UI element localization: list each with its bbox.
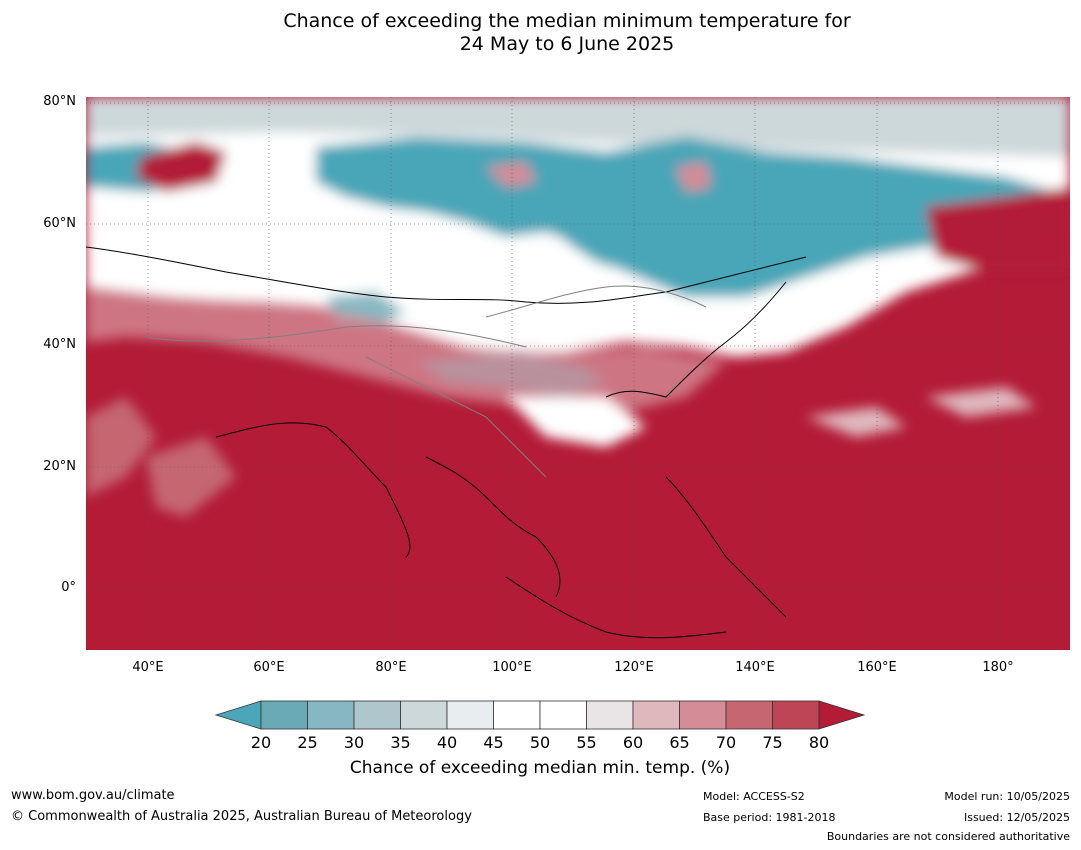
lat-label-80n: 80°N (43, 94, 76, 109)
lon-label-60e: 60°E (253, 660, 285, 675)
footer-copyright: © Commonwealth of Australia 2025, Austra… (11, 809, 472, 824)
colorbar-segment (493, 700, 541, 730)
colorbar-tick-label: 45 (483, 733, 504, 752)
lon-label-40e: 40°E (132, 660, 164, 675)
neutral-south-china (506, 397, 646, 447)
colorbar-segment (586, 700, 634, 730)
footer-disclaimer: Boundaries are not considered authoritat… (826, 830, 1070, 843)
above-median-arabia (146, 437, 236, 517)
lon-label-180: 180° (982, 660, 1014, 675)
title-line-2: 24 May to 6 June 2025 (459, 33, 675, 55)
lon-label-140e: 140°E (735, 660, 775, 675)
map-canvas (86, 97, 1070, 650)
pacific-patch-2 (926, 387, 1036, 417)
colorbar-segment (772, 700, 820, 730)
colorbar-label: Chance of exceeding median min. temp. (%… (349, 758, 731, 778)
above-median-patch-2 (676, 162, 711, 192)
lon-label-80e: 80°E (375, 660, 407, 675)
title-line-1: Chance of exceeding the median minimum t… (283, 10, 851, 32)
footer-model: Model: ACCESS-S2 (703, 790, 805, 803)
lat-label-20n: 20°N (43, 459, 76, 474)
lat-label-40n: 40°N (43, 337, 76, 352)
colorbar-segments (214, 700, 866, 730)
colorbar-tick-label: 65 (669, 733, 690, 752)
light-low-area-north (86, 97, 1070, 157)
footer-issued: Issued: 12/05/2025 (963, 811, 1070, 824)
lat-label-0: 0° (61, 580, 76, 595)
country-borders (145, 285, 707, 478)
below-median-central (556, 207, 736, 287)
colorbar-tick-label: 25 (297, 733, 318, 752)
colorbar-tick-label: 55 (576, 733, 597, 752)
colorbar-tick-label: 40 (436, 733, 458, 752)
colorbar-tick-label: 80 (808, 733, 830, 752)
colorbar-segment (260, 700, 308, 730)
above-median-arabia-edge (86, 397, 156, 497)
colorbar-segment (446, 700, 494, 730)
coastlines (86, 246, 807, 639)
colorbar (214, 700, 866, 730)
colorbar-tick-label: 35 (390, 733, 411, 752)
lon-label-100e: 100°E (492, 660, 532, 675)
colorbar-segment (539, 700, 587, 730)
lon-label-120e: 120°E (614, 660, 654, 675)
colorbar-tick-label: 70 (715, 733, 737, 752)
pacific-patch-1 (806, 407, 906, 437)
colorbar-segment (307, 700, 355, 730)
colorbar-segment (725, 700, 773, 730)
lat-label-60n: 60°N (43, 216, 76, 231)
colorbar-tick-label: 50 (529, 733, 551, 752)
above-median-patch-1 (486, 162, 536, 187)
footer-base-period: Base period: 1981-2018 (703, 811, 836, 824)
map-title: Chance of exceeding the median minimum t… (0, 10, 1081, 56)
colorbar-segment (353, 700, 401, 730)
above-median-northwest (136, 142, 226, 192)
footer-model-run: Model run: 10/05/2025 (944, 790, 1070, 803)
colorbar-tick-label: 30 (343, 733, 365, 752)
colorbar-tick-label: 60 (622, 733, 644, 752)
forecast-map (86, 97, 1070, 650)
above-median-transition (86, 287, 726, 417)
colorbar-tick-label: 20 (250, 733, 272, 752)
colorbar-tick-label: 75 (762, 733, 783, 752)
colorbar-segment (400, 700, 448, 730)
colorbar-extend-high (818, 700, 866, 730)
probability-field (86, 97, 1070, 517)
graticule (86, 97, 1070, 650)
colorbar-segment (679, 700, 727, 730)
colorbar-segment (632, 700, 680, 730)
colorbar-extend-low (214, 700, 262, 730)
lon-label-160e: 160°E (857, 660, 897, 675)
footer-url[interactable]: www.bom.gov.au/climate (11, 788, 175, 803)
